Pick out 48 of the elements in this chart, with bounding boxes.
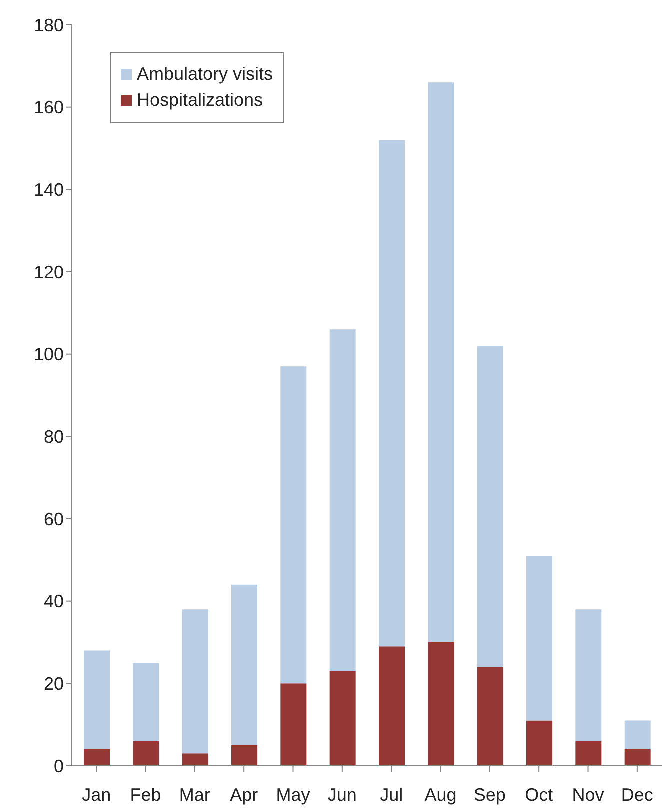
y-tick-label: 40	[44, 592, 64, 612]
bar	[428, 642, 454, 766]
bar	[182, 610, 208, 754]
bar	[477, 667, 504, 766]
bar	[182, 754, 208, 766]
x-tick-label: Nov	[572, 784, 604, 805]
legend-label: Hospitalizations	[137, 90, 264, 111]
y-tick-label: 140	[34, 180, 64, 200]
x-tick-label: Feb	[130, 784, 162, 805]
x-tick-label: Apr	[230, 784, 258, 805]
y-tick-label: 120	[34, 262, 64, 282]
x-tick-label: Jul	[380, 784, 404, 805]
bar	[133, 741, 160, 766]
bar	[428, 82, 454, 642]
x-tick-label: Mar	[179, 784, 210, 805]
x-tick-label: Dec	[621, 784, 654, 805]
x-tick-label: Aug	[424, 784, 457, 805]
bar	[84, 650, 110, 750]
legend-label: Ambulatory visits	[137, 64, 274, 85]
bar	[232, 584, 258, 746]
y-tick-label: 20	[44, 674, 64, 694]
bar	[624, 720, 651, 750]
x-tick-label: Sep	[474, 784, 506, 805]
x-tick-label: Jun	[328, 784, 357, 805]
bar	[280, 366, 307, 684]
y-tick-label: 100	[34, 344, 64, 365]
x-tick-label: May	[276, 784, 310, 805]
bar	[576, 741, 602, 766]
bar	[84, 750, 110, 766]
bar	[330, 671, 356, 766]
bar	[280, 684, 307, 766]
x-tick-label: Oct	[525, 784, 554, 805]
bar	[232, 745, 258, 766]
y-tick-label: 80	[44, 427, 64, 448]
bar	[379, 646, 405, 766]
bar	[379, 140, 405, 647]
y-tick-label: 0	[54, 756, 64, 776]
bar	[477, 346, 504, 668]
bar	[133, 663, 160, 742]
y-tick-label: 160	[34, 98, 64, 118]
bar	[526, 720, 552, 766]
bar	[576, 610, 602, 742]
y-tick-label: 60	[44, 509, 64, 530]
bar	[526, 556, 552, 721]
bar	[330, 330, 356, 672]
bar	[624, 750, 651, 766]
x-tick-label: Jan	[82, 784, 112, 805]
y-tick-label: 180	[34, 15, 64, 36]
